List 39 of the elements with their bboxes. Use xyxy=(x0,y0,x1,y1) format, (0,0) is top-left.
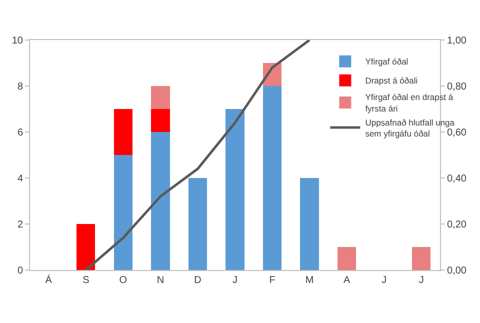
x-tick-label: J xyxy=(232,275,238,286)
x-tick-label: F xyxy=(269,275,276,286)
y2-tick-label: 1,00 xyxy=(447,36,467,46)
y-tick-label: 2 xyxy=(17,220,24,230)
bar xyxy=(114,155,132,270)
bar xyxy=(151,109,170,132)
x-tick-label: J xyxy=(418,275,424,286)
bar xyxy=(338,247,356,270)
x-tick-label: D xyxy=(194,275,202,286)
bar xyxy=(151,86,170,109)
bar xyxy=(300,178,319,270)
x-tick-label: A xyxy=(343,275,350,286)
legend-label: Yfirgaf óðal xyxy=(365,56,408,67)
legend-label: Drapst á óðali xyxy=(365,76,418,86)
y2-tick-label: 0,80 xyxy=(447,82,467,92)
y-tick-label: 0 xyxy=(17,266,24,276)
bar xyxy=(262,86,282,270)
y-tick-label: 6 xyxy=(17,128,24,138)
y-tick-label: 8 xyxy=(17,82,24,92)
legend-label: Yfirgaf óðal en drapst á fyrsta ári xyxy=(365,92,454,114)
y2-tick-label: 0,40 xyxy=(447,174,467,184)
x-tick-label: J xyxy=(382,275,387,286)
y2-tick-label: 0,20 xyxy=(447,220,467,230)
bar xyxy=(188,178,208,270)
y2-tick-label: 0,60 xyxy=(447,128,467,138)
x-tick-label: O xyxy=(119,275,128,286)
bar xyxy=(151,132,170,270)
y2-tick-label: 0,00 xyxy=(447,266,467,276)
bar xyxy=(226,109,244,270)
y-tick-label: 4 xyxy=(17,174,24,184)
bar xyxy=(114,109,132,155)
x-tick-label: M xyxy=(305,275,314,286)
bar xyxy=(412,247,431,270)
x-tick-label: S xyxy=(82,275,90,286)
bar xyxy=(76,224,96,270)
y-tick-label: 10 xyxy=(12,36,24,46)
line-series xyxy=(84,40,311,270)
x-tick-label: Á xyxy=(45,274,52,286)
x-tick-label: N xyxy=(156,275,164,286)
